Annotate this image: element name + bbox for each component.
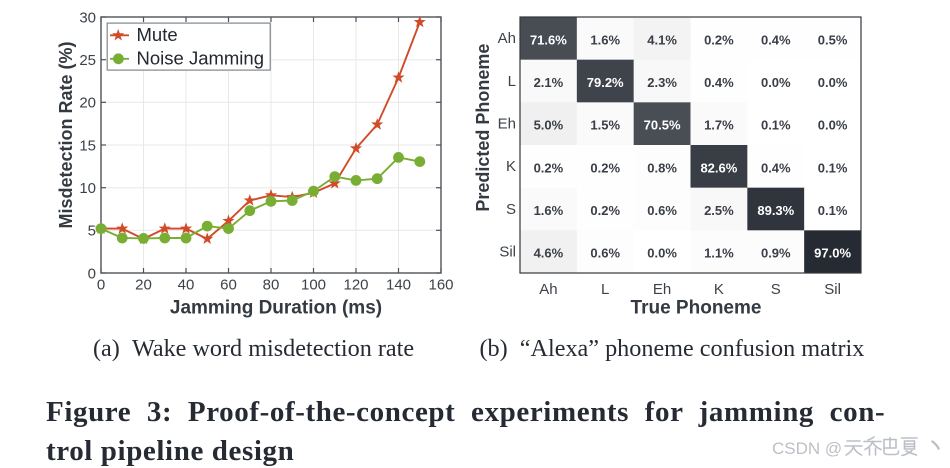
svg-text:60: 60 xyxy=(220,277,237,294)
svg-text:4.6%: 4.6% xyxy=(534,246,564,261)
svg-text:0.1%: 0.1% xyxy=(818,160,848,175)
svg-text:0: 0 xyxy=(88,265,96,282)
svg-text:100: 100 xyxy=(301,277,326,294)
svg-text:0: 0 xyxy=(97,277,105,294)
svg-text:71.6%: 71.6% xyxy=(530,32,567,47)
svg-text:30: 30 xyxy=(79,9,96,26)
svg-text:Predicted Phoneme: Predicted Phoneme xyxy=(473,44,493,212)
svg-text:True Phoneme: True Phoneme xyxy=(631,298,762,319)
svg-text:140: 140 xyxy=(386,277,411,294)
svg-text:Mute: Mute xyxy=(137,24,178,45)
svg-text:1.6%: 1.6% xyxy=(590,32,620,47)
svg-text:0.1%: 0.1% xyxy=(818,203,848,218)
svg-text:Sil: Sil xyxy=(824,281,841,298)
svg-text:0.4%: 0.4% xyxy=(761,160,791,175)
svg-text:0.0%: 0.0% xyxy=(647,246,677,261)
svg-text:80: 80 xyxy=(263,277,280,294)
svg-text:Eh: Eh xyxy=(498,116,516,133)
svg-text:0.1%: 0.1% xyxy=(761,118,791,133)
svg-text:0.0%: 0.0% xyxy=(761,75,791,90)
svg-text:1.1%: 1.1% xyxy=(704,246,734,261)
svg-text:L: L xyxy=(601,281,609,298)
svg-text:5: 5 xyxy=(88,223,96,240)
svg-text:2.1%: 2.1% xyxy=(534,75,564,90)
svg-text:0.5%: 0.5% xyxy=(818,32,848,47)
svg-text:K: K xyxy=(506,158,516,175)
svg-text:15: 15 xyxy=(79,137,96,154)
svg-text:10: 10 xyxy=(79,180,96,197)
svg-text:Noise Jamming: Noise Jamming xyxy=(137,47,265,68)
svg-text:CSDN @: CSDN @ xyxy=(772,439,842,458)
svg-text:S: S xyxy=(771,281,781,298)
svg-text:0.2%: 0.2% xyxy=(704,32,734,47)
svg-text:160: 160 xyxy=(428,277,453,294)
svg-text:4.1%: 4.1% xyxy=(647,32,677,47)
svg-text:Jamming Duration (ms): Jamming Duration (ms) xyxy=(170,298,382,319)
svg-text:0.4%: 0.4% xyxy=(761,32,791,47)
svg-text:0.0%: 0.0% xyxy=(818,118,848,133)
svg-text:0.9%: 0.9% xyxy=(761,246,791,261)
svg-text:1.5%: 1.5% xyxy=(590,118,620,133)
svg-text:0.2%: 0.2% xyxy=(534,160,564,175)
svg-text:1.7%: 1.7% xyxy=(704,118,734,133)
svg-text:82.6%: 82.6% xyxy=(700,160,737,175)
svg-text:0.2%: 0.2% xyxy=(590,203,620,218)
svg-text:1.6%: 1.6% xyxy=(534,203,564,218)
svg-text:79.2%: 79.2% xyxy=(587,75,624,90)
svg-text:L: L xyxy=(508,73,516,90)
svg-text:K: K xyxy=(714,281,724,298)
svg-text:Misdetection Rate (%): Misdetection Rate (%) xyxy=(56,41,76,228)
svg-text:Ah: Ah xyxy=(539,281,557,298)
svg-text:S: S xyxy=(506,201,516,218)
svg-text:Ah: Ah xyxy=(498,30,516,47)
svg-text:25: 25 xyxy=(79,52,96,69)
svg-text:0.4%: 0.4% xyxy=(704,75,734,90)
svg-text:89.3%: 89.3% xyxy=(757,203,794,218)
svg-text:0.6%: 0.6% xyxy=(647,203,677,218)
svg-text:20: 20 xyxy=(79,95,96,112)
svg-text:0.0%: 0.0% xyxy=(818,75,848,90)
svg-text:2.3%: 2.3% xyxy=(647,75,677,90)
svg-text:97.0%: 97.0% xyxy=(814,246,851,261)
svg-text:20: 20 xyxy=(135,277,152,294)
svg-text:0.6%: 0.6% xyxy=(590,246,620,261)
svg-text:2.5%: 2.5% xyxy=(704,203,734,218)
svg-text:40: 40 xyxy=(178,277,195,294)
svg-text:70.5%: 70.5% xyxy=(644,118,681,133)
svg-text:5.0%: 5.0% xyxy=(534,118,564,133)
svg-text:120: 120 xyxy=(343,277,368,294)
svg-text:0.8%: 0.8% xyxy=(647,160,677,175)
svg-text:0.2%: 0.2% xyxy=(590,160,620,175)
svg-text:Sil: Sil xyxy=(499,244,516,261)
svg-text:Eh: Eh xyxy=(653,281,671,298)
